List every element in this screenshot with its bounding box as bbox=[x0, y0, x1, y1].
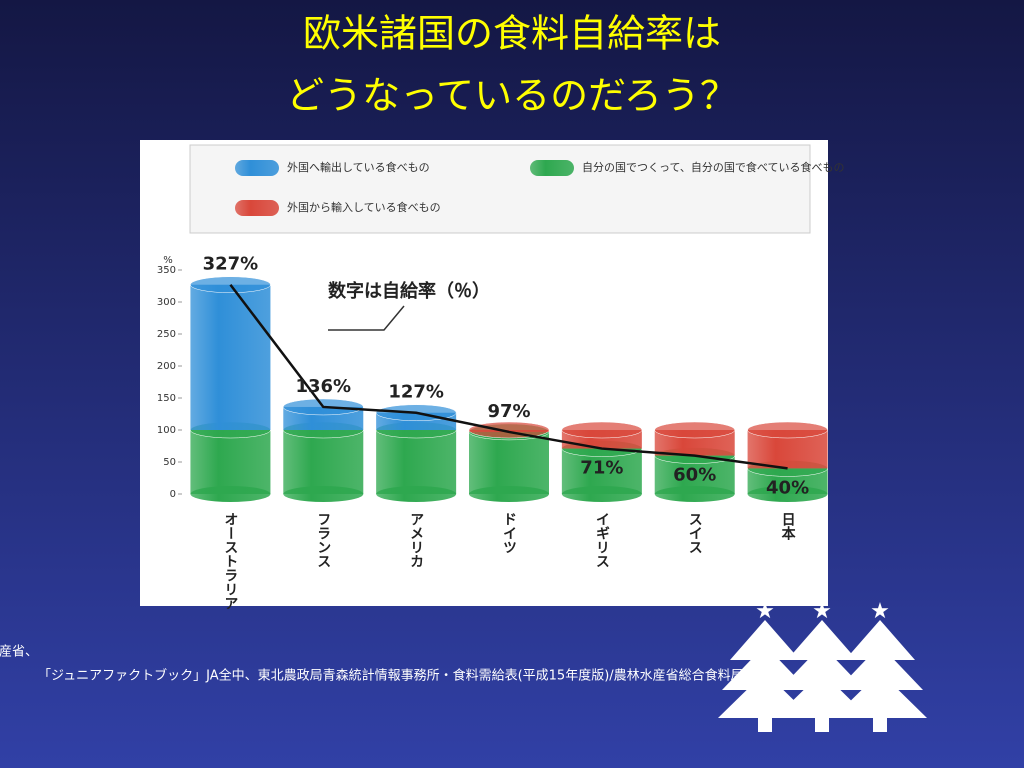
value-label: 40% bbox=[766, 477, 809, 498]
bar-segment bbox=[283, 430, 364, 494]
source: 出典：「いちばん身近な『食べもの』のはなし」（財）食生活情報サービスセンター・農… bbox=[0, 644, 38, 660]
x-tick-label: オーストラリア bbox=[222, 512, 238, 610]
legend-box bbox=[189, 144, 811, 234]
x-tick-label: フランス bbox=[315, 512, 331, 568]
legend-label: 自分の国でつくって、自分の国で食べている食べもの bbox=[582, 160, 844, 174]
bar-cap bbox=[561, 421, 643, 439]
value-label: 136% bbox=[295, 376, 351, 397]
x-tick-label: ドイツ bbox=[501, 512, 517, 554]
y-tick-label: 150 bbox=[157, 393, 176, 404]
y-tick-label: 200 bbox=[157, 361, 176, 372]
bar-segment bbox=[376, 430, 457, 494]
value-label: 327% bbox=[203, 254, 259, 275]
legend-swatch bbox=[530, 160, 574, 176]
bar-cap bbox=[468, 421, 550, 439]
y-tick-label: 50 bbox=[163, 457, 176, 468]
value-label: 71% bbox=[580, 458, 623, 479]
svg-text:★: ★ bbox=[870, 599, 890, 624]
legend-swatch bbox=[235, 200, 279, 216]
y-tick-label: 0 bbox=[170, 489, 176, 500]
annotation-leader bbox=[328, 305, 405, 331]
bar-cap bbox=[654, 421, 735, 439]
annotation: 数字は自給率（％） bbox=[328, 280, 490, 302]
legend-label: 外国へ輸出している食べもの bbox=[287, 160, 430, 174]
y-tick-label: 300 bbox=[157, 297, 176, 308]
svg-text:★: ★ bbox=[812, 599, 832, 624]
bar-segment bbox=[469, 431, 549, 494]
legend-label: 外国から輸入している食べもの bbox=[287, 200, 441, 214]
x-tick-label: スイス bbox=[687, 512, 703, 554]
value-label: 97% bbox=[487, 401, 530, 422]
bar-cap bbox=[747, 421, 828, 439]
y-tick-label: 350 bbox=[157, 265, 176, 276]
bar-segment bbox=[190, 430, 271, 494]
legend-swatch bbox=[235, 160, 279, 176]
value-label: 127% bbox=[388, 382, 444, 403]
rate-line bbox=[229, 283, 788, 470]
tree-decoration: ★ ★ ★ bbox=[718, 599, 927, 732]
slide-title: どうなっているのだろう？ bbox=[286, 74, 738, 118]
bar-segment bbox=[190, 284, 271, 430]
y-tick-label: 250 bbox=[157, 329, 176, 340]
x-tick-label: アメリカ bbox=[408, 512, 424, 568]
x-tick-label: 日本 bbox=[780, 512, 796, 541]
slide-title: 欧米諸国の食料自給率は bbox=[303, 12, 721, 56]
source: 「ジュニアファクトブック」JA全中、東北農政局青森統計情報事務所・食料需給表(平… bbox=[38, 668, 744, 684]
x-tick-label: イギリス bbox=[594, 512, 610, 568]
svg-text:★: ★ bbox=[755, 599, 775, 624]
value-label: 60% bbox=[673, 465, 716, 486]
y-axis-label: % bbox=[163, 255, 173, 266]
y-tick-label: 100 bbox=[157, 425, 176, 436]
